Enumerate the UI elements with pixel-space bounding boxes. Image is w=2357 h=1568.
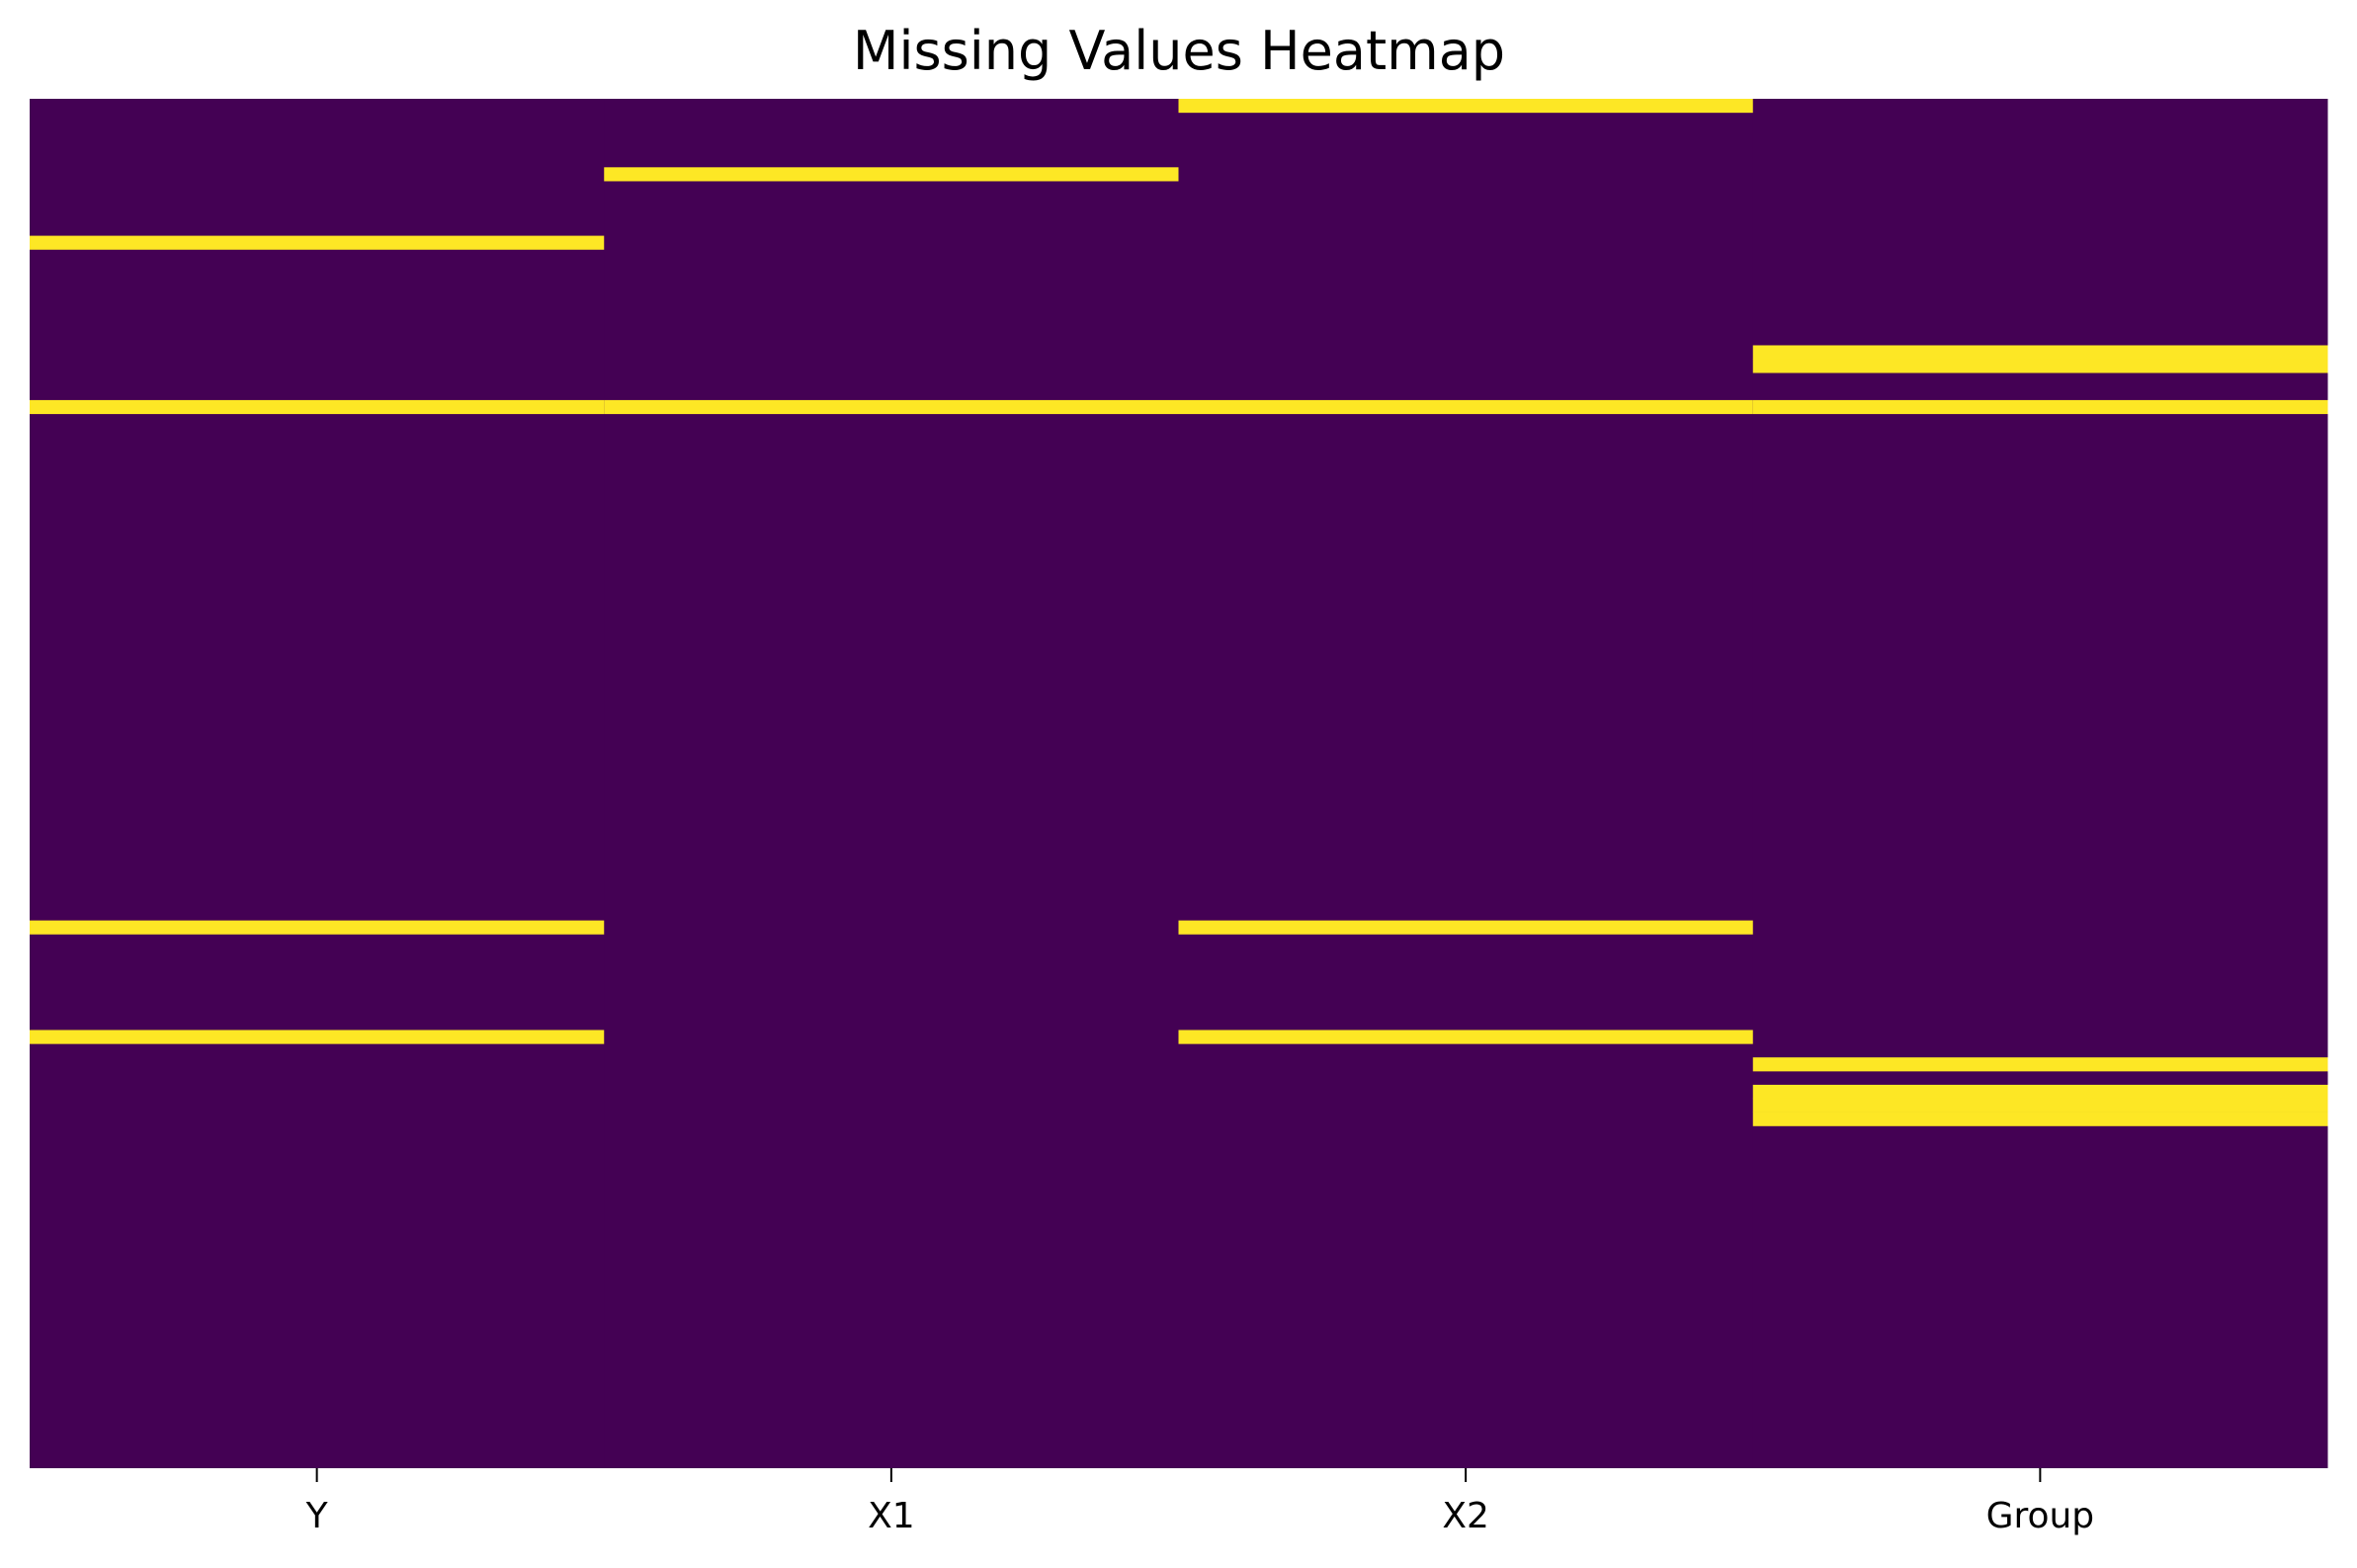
- missing-cell-group-row-70: [1752, 1057, 2328, 1072]
- x-axis-ticks: Y X1 X2 Group: [305, 1468, 2095, 1536]
- missing-cell-y-row-22: [30, 399, 605, 415]
- missing-cell-y-row-68: [30, 1030, 605, 1044]
- chart-title: Missing Values Heatmap: [853, 20, 1505, 82]
- heatmap-cells: [30, 99, 2328, 1468]
- missing-cell-x2-row-60: [1178, 920, 1754, 935]
- column-x1-present: [604, 99, 1179, 1468]
- missing-cell-y-row-60: [30, 920, 605, 935]
- missing-cell-y-row-10: [30, 235, 605, 250]
- missing-cell-group-row-72: [1752, 1084, 2328, 1100]
- x-tick-label-group: Group: [1986, 1496, 2095, 1536]
- missing-cell-x2-row-22: [1178, 399, 1754, 415]
- missing-cell-group-row-18: [1752, 345, 2328, 360]
- column-x2-present: [1178, 99, 1754, 1468]
- missing-cell-x2-row-0: [1178, 99, 1754, 114]
- x-tick-label-x1: X1: [868, 1496, 915, 1536]
- missing-cell-group-row-74: [1752, 1112, 2328, 1126]
- missing-cell-x1-row-22: [604, 399, 1179, 415]
- missing-cell-group-row-19: [1752, 359, 2328, 373]
- missing-cell-x2-row-68: [1178, 1030, 1754, 1044]
- column-y-present: [30, 99, 605, 1468]
- x-tick-label-y: Y: [305, 1496, 329, 1536]
- missing-cell-group-row-73: [1752, 1098, 2328, 1113]
- missing-cell-group-row-22: [1752, 399, 2328, 415]
- x-tick-label-x2: X2: [1442, 1496, 1489, 1536]
- missing-cell-x1-row-5: [604, 167, 1179, 182]
- column-group-present: [1752, 99, 2328, 1468]
